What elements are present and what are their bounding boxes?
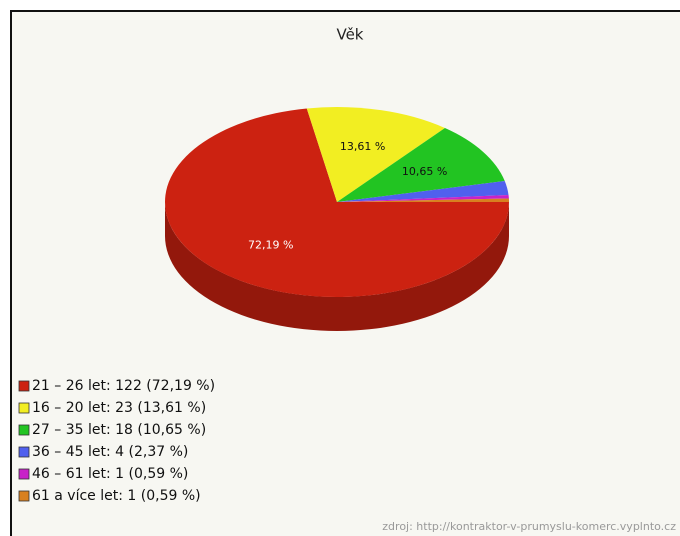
slice: [337, 180, 509, 202]
source: zdroj: http://kontraktor-v-prumyslu-kome…: [382, 520, 676, 533]
legend-label: 46 – 61 let: 1 (0,59 %): [32, 466, 188, 482]
slice: [337, 194, 509, 202]
legend-label: 27 – 35 let: 18 (10,65 %): [32, 422, 206, 438]
legend-swatch: [18, 402, 30, 414]
legend-swatch: [18, 380, 30, 392]
slice: [165, 108, 509, 297]
data-label: 13,61 %: [340, 140, 385, 153]
slice: [306, 107, 445, 202]
slice-side: [165, 202, 509, 331]
data-label: 72,19 %: [248, 239, 293, 252]
slice: [337, 198, 509, 202]
slice: [337, 128, 505, 202]
legend-label: 61 a více let: 1 (0,59 %): [32, 488, 201, 504]
legend-swatch: [18, 468, 30, 480]
legend-swatch: [18, 446, 30, 458]
legend-label: 21 – 26 let: 122 (72,19 %): [32, 378, 215, 394]
legend-label: 16 – 20 let: 23 (13,61 %): [32, 400, 206, 416]
chart-title: Věk: [336, 26, 363, 44]
legend-swatch: [18, 490, 30, 502]
legend-swatch: [18, 424, 30, 436]
legend-label: 36 – 45 let: 4 (2,37 %): [32, 444, 188, 460]
data-label: 10,65 %: [402, 165, 447, 178]
